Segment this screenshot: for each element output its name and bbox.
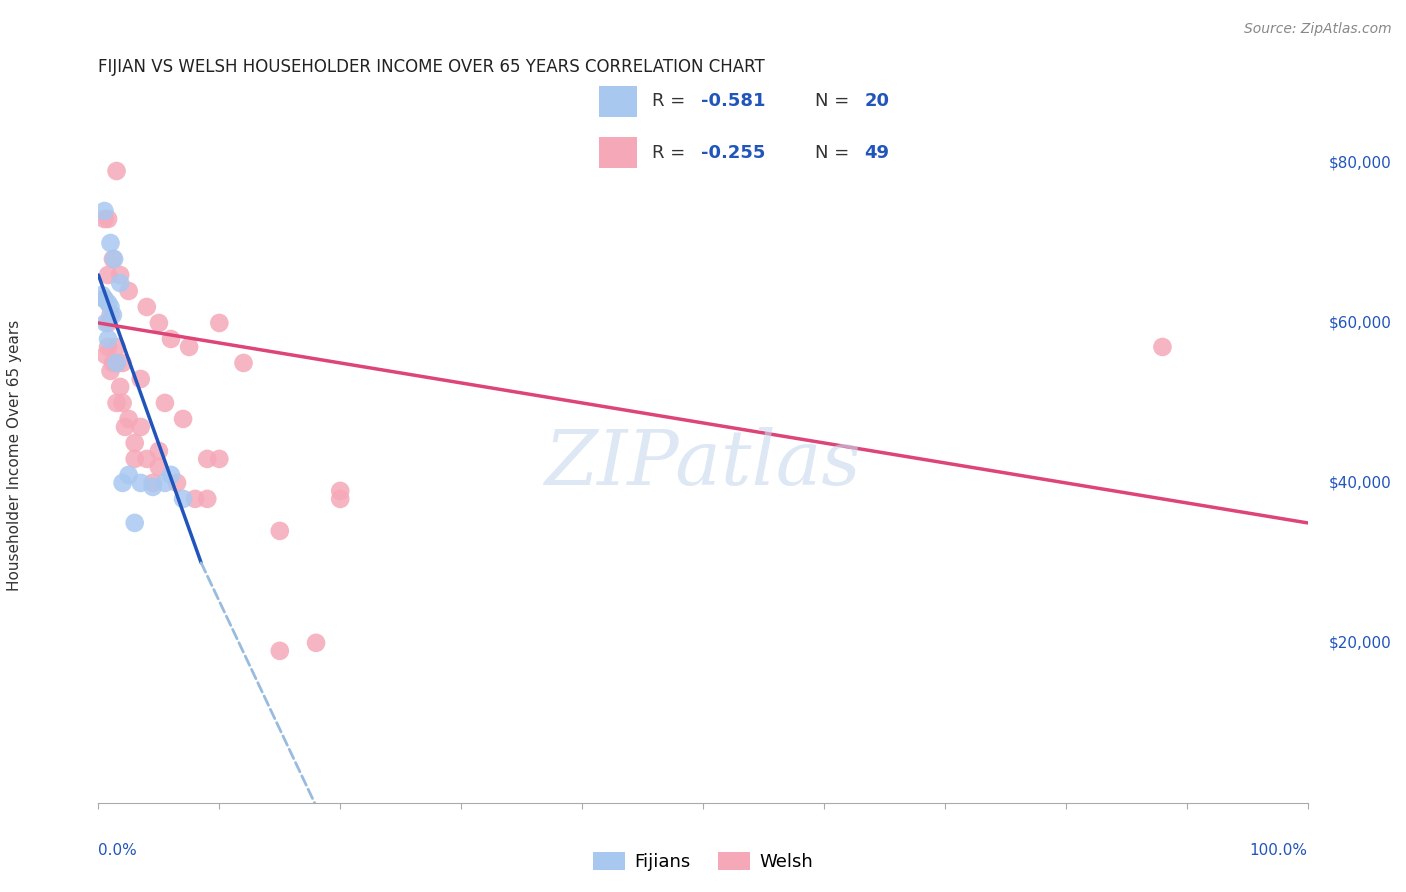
Text: R =: R = bbox=[652, 144, 690, 161]
Point bbox=[94, 316, 117, 330]
Point bbox=[97, 268, 120, 282]
Point bbox=[208, 451, 231, 466]
Point bbox=[135, 451, 157, 466]
Point bbox=[232, 356, 254, 370]
Point bbox=[172, 412, 194, 426]
Point bbox=[97, 340, 120, 354]
Point bbox=[111, 475, 134, 490]
Text: Householder Income Over 65 years: Householder Income Over 65 years bbox=[7, 319, 21, 591]
Text: $60,000: $60,000 bbox=[1329, 316, 1392, 330]
Point bbox=[153, 396, 176, 410]
Point bbox=[97, 316, 120, 330]
Text: FIJIAN VS WELSH HOUSEHOLDER INCOME OVER 65 YEARS CORRELATION CHART: FIJIAN VS WELSH HOUSEHOLDER INCOME OVER … bbox=[98, 58, 765, 76]
Point bbox=[148, 444, 170, 458]
Point bbox=[195, 491, 218, 506]
Point bbox=[100, 364, 122, 378]
Point bbox=[97, 296, 120, 310]
Legend: Fijians, Welsh: Fijians, Welsh bbox=[586, 845, 820, 879]
Text: $80,000: $80,000 bbox=[1329, 155, 1392, 170]
Point bbox=[100, 308, 122, 322]
Point bbox=[118, 412, 141, 426]
Point bbox=[269, 644, 291, 658]
Point bbox=[148, 459, 170, 474]
Text: ZIPatlas: ZIPatlas bbox=[544, 427, 862, 500]
Point bbox=[142, 480, 165, 494]
Point bbox=[153, 475, 176, 490]
Point bbox=[124, 516, 146, 530]
Point bbox=[108, 276, 131, 290]
Point bbox=[179, 340, 201, 354]
Point bbox=[108, 268, 131, 282]
Point bbox=[94, 348, 117, 362]
Point bbox=[269, 524, 291, 538]
Text: $40,000: $40,000 bbox=[1329, 475, 1392, 491]
Point bbox=[100, 300, 122, 314]
Point bbox=[305, 636, 328, 650]
Text: 20: 20 bbox=[865, 93, 890, 111]
Text: 0.0%: 0.0% bbox=[98, 843, 138, 858]
Text: -0.581: -0.581 bbox=[702, 93, 766, 111]
Bar bbox=[599, 87, 637, 117]
Point bbox=[142, 475, 165, 490]
Point bbox=[195, 451, 218, 466]
Point bbox=[129, 372, 152, 386]
Point bbox=[101, 356, 124, 370]
Point bbox=[111, 356, 134, 370]
Point bbox=[97, 212, 120, 227]
Text: Source: ZipAtlas.com: Source: ZipAtlas.com bbox=[1244, 22, 1392, 37]
Point bbox=[160, 467, 183, 482]
Text: $20,000: $20,000 bbox=[1329, 635, 1392, 650]
Point bbox=[97, 332, 120, 346]
Point bbox=[160, 332, 183, 346]
Point bbox=[105, 356, 128, 370]
Point bbox=[93, 292, 115, 306]
Point bbox=[329, 491, 352, 506]
Point bbox=[93, 292, 115, 306]
Text: R =: R = bbox=[652, 93, 690, 111]
Point bbox=[105, 396, 128, 410]
Point bbox=[105, 340, 128, 354]
Point bbox=[124, 451, 146, 466]
Point bbox=[166, 475, 188, 490]
Point bbox=[135, 300, 157, 314]
Point bbox=[148, 316, 170, 330]
Point bbox=[101, 252, 124, 266]
Point bbox=[329, 483, 352, 498]
Point bbox=[100, 235, 122, 250]
Text: 100.0%: 100.0% bbox=[1250, 843, 1308, 858]
Point bbox=[105, 356, 128, 370]
Point bbox=[108, 380, 131, 394]
Text: N =: N = bbox=[815, 144, 855, 161]
Point bbox=[93, 212, 115, 227]
Text: N =: N = bbox=[815, 93, 855, 111]
Point bbox=[184, 491, 207, 506]
Point bbox=[129, 475, 152, 490]
Point bbox=[105, 164, 128, 178]
Point bbox=[91, 288, 114, 302]
Point bbox=[1152, 340, 1174, 354]
Point bbox=[129, 420, 152, 434]
Point bbox=[172, 491, 194, 506]
Point bbox=[103, 252, 125, 266]
Text: -0.255: -0.255 bbox=[702, 144, 765, 161]
Bar bbox=[599, 137, 637, 168]
Point bbox=[114, 420, 136, 434]
Point bbox=[101, 308, 124, 322]
Point bbox=[118, 284, 141, 298]
Point bbox=[93, 204, 115, 219]
Point bbox=[118, 467, 141, 482]
Point bbox=[124, 436, 146, 450]
Text: 49: 49 bbox=[865, 144, 890, 161]
Point bbox=[208, 316, 231, 330]
Point bbox=[111, 396, 134, 410]
